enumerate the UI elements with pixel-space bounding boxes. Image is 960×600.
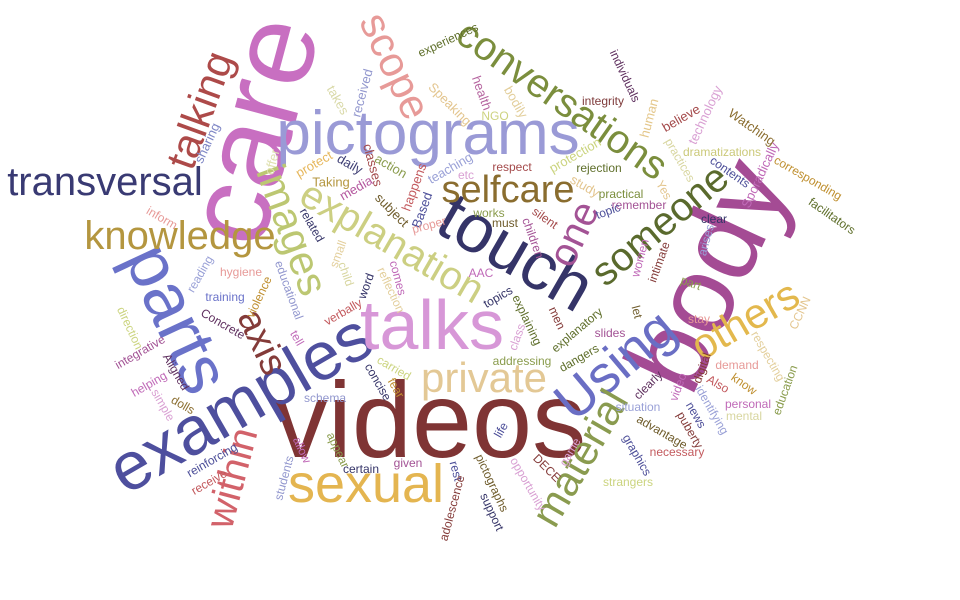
word-integrity: integrity — [581, 94, 625, 108]
word-practical: practical — [598, 187, 644, 201]
word-addressing: addressing — [492, 354, 552, 368]
word-slides: slides — [594, 326, 626, 340]
word-talks: talks — [360, 286, 504, 364]
word-works: works — [473, 206, 505, 220]
word-transversal: transversal — [7, 160, 203, 204]
word-Taking: Taking — [312, 174, 350, 190]
word-know: know — [728, 370, 760, 398]
word-videos: videos — [273, 359, 587, 480]
word-clear: clear — [700, 212, 728, 226]
word-knowledge: knowledge — [84, 214, 276, 258]
word-AAC: AAC — [468, 266, 494, 280]
word-dramatizations: dramatizations — [682, 145, 762, 159]
word-personal: personal — [724, 397, 772, 411]
word-must: must — [491, 216, 519, 230]
word-respect: respect — [492, 160, 532, 174]
word-graphics: graphics — [619, 431, 655, 479]
word-mental: mental — [725, 409, 763, 423]
word-sexual: sexual — [287, 454, 445, 514]
word-child: child — [335, 260, 357, 288]
word-human: human — [636, 96, 662, 140]
word-NGO: NGO — [481, 109, 509, 123]
word-private: private — [420, 354, 548, 401]
word-certain: certain — [342, 462, 380, 476]
word-necessary: necessary — [649, 445, 705, 459]
word-respecting: respecting — [748, 328, 788, 384]
word-facilitators: facilitators — [805, 194, 859, 238]
word-demand: demand — [715, 358, 759, 372]
word-pictograms: pictograms — [276, 99, 580, 168]
word-remember: remember — [611, 198, 667, 212]
word-schema: schema — [303, 391, 347, 405]
word-strangers: strangers — [602, 475, 654, 489]
word-situation: situation — [615, 400, 661, 414]
word-topic: topic — [593, 200, 623, 222]
word-stay: stay — [687, 312, 711, 326]
word-training: training — [205, 290, 245, 304]
word-selfcare: selfcare — [441, 169, 575, 211]
word-given: given — [393, 456, 423, 470]
word-rejection: rejection — [576, 161, 622, 175]
word-let: let — [628, 304, 646, 320]
word-hygiene: hygiene — [219, 265, 263, 279]
word-class: class — [505, 321, 529, 353]
word-etc: etc — [457, 168, 475, 182]
